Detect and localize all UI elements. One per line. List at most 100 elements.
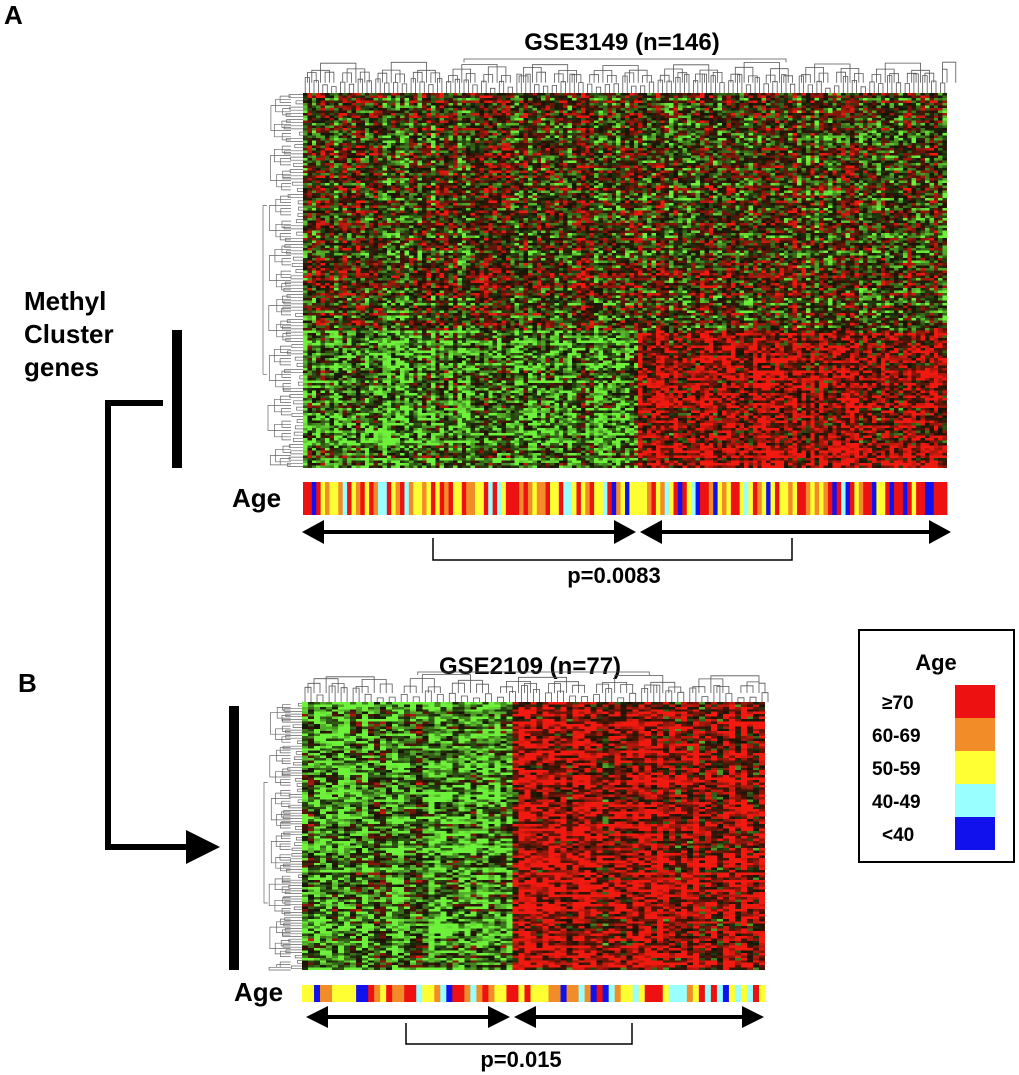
age-cell (410, 985, 417, 1002)
age-cell (563, 482, 569, 515)
age-cell (398, 985, 405, 1002)
age-cell (746, 985, 754, 1002)
age-cell (386, 482, 392, 515)
age-cell (542, 985, 549, 1002)
age-cell (475, 482, 480, 515)
age-cell (332, 985, 339, 1002)
cluster-arrow-b2-left-head (514, 1006, 536, 1028)
age-cell (841, 482, 846, 515)
age-cell (355, 482, 361, 515)
age-cell (541, 482, 546, 515)
age-cell (633, 482, 639, 515)
age-cell (585, 482, 591, 515)
age-cell (466, 482, 472, 515)
age-cell (536, 482, 542, 515)
dendrogram-top-a (304, 58, 957, 93)
age-cell (492, 482, 498, 515)
legend-swatch-ge70 (955, 685, 995, 718)
age-cell (532, 482, 538, 515)
age-cell (391, 482, 397, 515)
age-bar-a (303, 482, 948, 515)
age-cell (351, 482, 357, 515)
age-cell (572, 985, 579, 1002)
cluster-arrow-a1-right-head (614, 520, 636, 544)
age-cell (761, 482, 767, 515)
age-cell (885, 482, 891, 515)
age-cell (722, 985, 730, 1002)
age-cell (350, 985, 357, 1002)
age-cell (691, 482, 696, 515)
age-cell (668, 985, 676, 1002)
age-cell (344, 985, 351, 1002)
pvalue-bracket-b (405, 1023, 633, 1045)
age-cell (554, 482, 560, 515)
age-cell (302, 985, 309, 1002)
age-cell (620, 985, 628, 1002)
legend-label-50-59: 50-59 (872, 759, 921, 780)
age-cell (770, 482, 776, 515)
age-cell (735, 482, 741, 515)
age-cell (814, 482, 820, 515)
age-cell (457, 482, 463, 515)
age-cell (907, 482, 913, 515)
age-label-a: Age (232, 483, 281, 513)
age-cell (651, 482, 657, 515)
age-cell (647, 482, 652, 515)
age-cell (408, 482, 414, 515)
methyl-label-line3: genes (24, 352, 99, 382)
age-cell (596, 985, 604, 1002)
legend-swatch-lt40 (955, 817, 995, 850)
age-cell (708, 482, 714, 515)
age-cell (686, 482, 692, 515)
age-cell (699, 482, 705, 515)
age-cell (722, 482, 727, 515)
dendrogram-branches (262, 94, 303, 467)
age-cell (916, 482, 921, 515)
age-cell (576, 482, 582, 515)
age-cell (686, 985, 694, 1002)
age-cell (594, 482, 599, 515)
age-cell (819, 482, 824, 515)
age-cell (779, 482, 785, 515)
age-cell (483, 482, 489, 515)
age-cell (333, 482, 339, 515)
heatmap-b (302, 702, 765, 970)
age-cell (497, 482, 502, 515)
age-cell (911, 482, 917, 515)
age-cell (757, 482, 763, 515)
age-cell (744, 482, 749, 515)
age-cell (518, 985, 525, 1002)
age-cell (338, 985, 345, 1002)
age-cell (632, 985, 640, 1002)
age-cell (369, 482, 374, 515)
connector-arrow-line (105, 400, 190, 850)
age-cell (362, 985, 369, 1002)
age-cell (607, 482, 613, 515)
age-cell (797, 482, 802, 515)
methyl-label-line1: Methyl (24, 286, 106, 316)
age-cell (823, 482, 829, 515)
legend-swatch-40-49 (955, 784, 995, 817)
age-cell (677, 482, 683, 515)
age-cell (845, 482, 851, 515)
age-cell (704, 985, 712, 1002)
age-cell (404, 482, 410, 515)
age-cell (920, 482, 926, 515)
legend-label-40-49: 40-49 (872, 792, 921, 813)
age-cell (512, 985, 519, 1002)
age-cell (413, 482, 419, 515)
age-cell (430, 482, 436, 515)
age-cell (801, 482, 807, 515)
legend-swatch-50-59 (955, 751, 995, 784)
age-cell (872, 482, 877, 515)
age-cell (314, 985, 321, 1002)
heatA-cells (303, 93, 947, 468)
age-cell (827, 482, 833, 515)
age-cell (858, 482, 864, 515)
legend-label-ge70: ≥70 (882, 693, 914, 714)
age-cell (458, 985, 465, 1002)
connector-arrow-head (186, 830, 220, 864)
panel-b-label: B (18, 668, 37, 698)
age-cell (894, 482, 899, 515)
age-cell (608, 985, 616, 1002)
